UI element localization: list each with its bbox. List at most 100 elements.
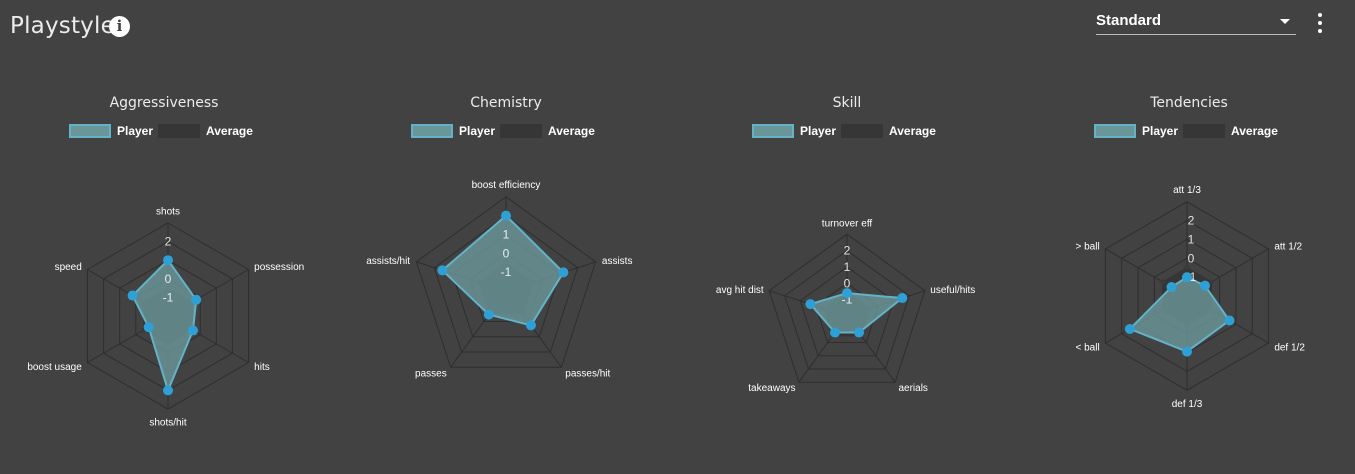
axis-label: hits xyxy=(254,362,270,373)
player-point[interactable] xyxy=(854,327,865,338)
axis-label: passes/hit xyxy=(565,369,610,380)
player-point[interactable] xyxy=(143,322,154,333)
player-point[interactable] xyxy=(1182,346,1192,357)
legend-label-average: Average xyxy=(889,124,936,138)
chart-title: Skill xyxy=(832,95,862,111)
tick-label: -1 xyxy=(842,293,853,307)
player-point[interactable] xyxy=(842,288,852,299)
player-point[interactable] xyxy=(1224,315,1235,326)
tick-label: -1 xyxy=(501,265,512,279)
legend-swatch-average xyxy=(158,124,200,138)
player-point[interactable] xyxy=(127,290,138,301)
player-point[interactable] xyxy=(829,327,840,338)
legend-label-average: Average xyxy=(206,124,253,138)
chart-skill: Skill Player Average 2 1 0 -1 turnover eff us… xyxy=(677,56,1017,474)
tick-label: 0 xyxy=(165,272,172,286)
player-point[interactable] xyxy=(501,210,511,221)
player-point[interactable] xyxy=(1166,282,1177,293)
legend-swatch-player xyxy=(69,124,111,138)
player-point[interactable] xyxy=(1199,280,1210,291)
player-point[interactable] xyxy=(191,294,202,305)
tick-label: 2 xyxy=(844,244,851,258)
select-value: Standard xyxy=(1096,12,1162,29)
tick-label: 1 xyxy=(844,260,851,274)
axis-label: speed xyxy=(55,262,82,273)
legend: Player Average xyxy=(677,123,1017,139)
legend-swatch-player xyxy=(752,124,794,138)
grid-ring xyxy=(784,249,910,370)
playstyle-select[interactable]: Standard xyxy=(1096,8,1296,35)
legend-swatch-player xyxy=(411,124,453,138)
grid-ring xyxy=(415,196,597,368)
legend-label-player: Player xyxy=(1142,124,1179,138)
header: Playstyle i Standard xyxy=(0,0,1355,56)
tick-label: 0 xyxy=(503,246,510,260)
axis-label: att 1/3 xyxy=(1173,185,1201,196)
axis-label: boost efficiency xyxy=(472,180,541,191)
legend: Player Average xyxy=(336,123,676,139)
legend-label-player: Player xyxy=(117,124,154,138)
grid-ring xyxy=(768,233,926,383)
grid-ring xyxy=(799,266,895,357)
player-point[interactable] xyxy=(558,267,569,278)
axis-label: def 1/2 xyxy=(1274,342,1305,353)
player-point[interactable] xyxy=(897,293,908,304)
axis-label: aerials xyxy=(898,383,927,394)
axis-label: < ball xyxy=(1075,342,1099,353)
legend-swatch-average xyxy=(1183,124,1225,138)
axis-label: assists/hit xyxy=(366,256,410,267)
axis-label: assists xyxy=(602,256,633,267)
grid-ring xyxy=(433,214,579,353)
tick-label: 0 xyxy=(1188,251,1195,265)
legend: Player Average xyxy=(1019,123,1355,139)
radar-chart: 2 1 0 -1 turnover eff useful/hits aerials takea… xyxy=(716,218,975,394)
axis-label: > ball xyxy=(1075,242,1099,253)
player-point[interactable] xyxy=(163,385,173,396)
axis-label: avg hit dist xyxy=(716,285,764,296)
tick-label: 0 xyxy=(844,276,851,290)
series-player-area xyxy=(440,214,565,327)
tick-label: 1 xyxy=(503,227,510,241)
average-point xyxy=(1160,279,1166,285)
player-point[interactable] xyxy=(437,265,448,276)
chart-aggressiveness: Aggressiveness Player Average 210-1shots… xyxy=(0,56,334,474)
page-title: Playstyle xyxy=(10,13,115,39)
legend-swatch-average xyxy=(500,124,542,138)
axis-label: passes xyxy=(415,369,447,380)
legend-swatch-average xyxy=(841,124,883,138)
info-icon[interactable]: i xyxy=(109,16,130,37)
legend-label-average: Average xyxy=(548,124,595,138)
axis-label: def 1/3 xyxy=(1172,399,1203,410)
more-vertical-icon[interactable] xyxy=(1309,10,1331,36)
player-point[interactable] xyxy=(163,255,173,266)
series-player-area xyxy=(808,292,905,334)
chevron-down-icon xyxy=(1280,19,1290,24)
axis-label: att 1/2 xyxy=(1274,242,1302,253)
legend: Player Average xyxy=(0,123,334,139)
axis-label: shots xyxy=(156,206,180,217)
player-point[interactable] xyxy=(1182,272,1192,283)
player-point[interactable] xyxy=(1124,323,1135,334)
legend-label-player: Player xyxy=(800,124,837,138)
player-point[interactable] xyxy=(805,299,816,310)
chart-tendencies: Tendencies Player Average 210-1att 1/3at… xyxy=(1019,56,1355,474)
legend-label-player: Player xyxy=(459,124,496,138)
legend-label-average: Average xyxy=(1231,124,1278,138)
tick-label: 2 xyxy=(165,235,172,249)
axis-label: shots/hit xyxy=(149,418,186,429)
axis-label: boost usage xyxy=(27,362,82,373)
chart-title: Aggressiveness xyxy=(109,95,219,111)
chart-title: Chemistry xyxy=(470,95,542,111)
tick-label: -1 xyxy=(163,290,174,304)
player-point[interactable] xyxy=(483,309,494,320)
series-player-area xyxy=(1128,276,1231,353)
legend-swatch-player xyxy=(1094,124,1136,138)
axis-label: useful/hits xyxy=(930,285,975,296)
player-point[interactable] xyxy=(525,320,536,331)
axis-label: possession xyxy=(254,262,304,273)
player-point[interactable] xyxy=(187,325,198,336)
